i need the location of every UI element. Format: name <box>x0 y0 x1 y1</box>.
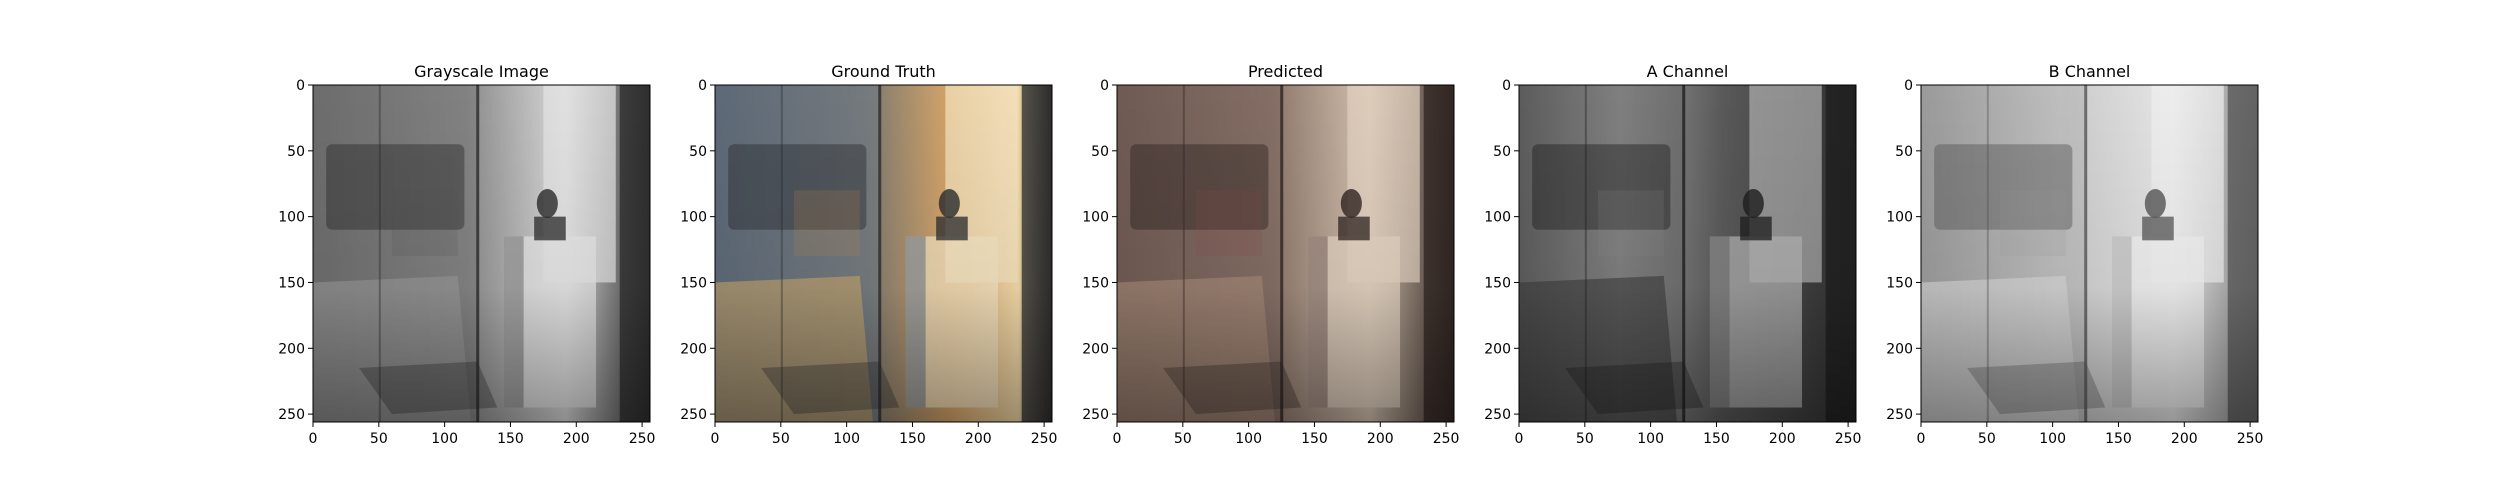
x-tick-label: 50 <box>1978 431 1996 447</box>
image-area <box>1921 85 2258 422</box>
x-tick-label: 0 <box>309 431 318 447</box>
x-tick-label: 150 <box>497 431 524 447</box>
axes-frame <box>1920 84 2259 423</box>
axes-frame <box>714 84 1053 423</box>
x-tick-label: 0 <box>1515 431 1524 447</box>
y-tick-label: 250 <box>680 407 707 423</box>
x-tick-label: 150 <box>899 431 926 447</box>
y-tick-label: 50 <box>689 144 707 160</box>
x-tick-label: 200 <box>2171 431 2198 447</box>
axes-frame <box>1518 84 1857 423</box>
image-area <box>1519 85 1856 422</box>
y-tick-label: 0 <box>1904 78 1913 94</box>
y-tick-label: 250 <box>1886 407 1913 423</box>
y-tick-label: 100 <box>680 210 707 226</box>
subplot-title: Predicted <box>1248 62 1323 81</box>
subplot-title: Grayscale Image <box>414 62 549 81</box>
y-tick-label: 0 <box>698 78 707 94</box>
subplot-title: Ground Truth <box>831 62 936 81</box>
x-tick-label: 150 <box>1703 431 1730 447</box>
image-area <box>1117 85 1454 422</box>
x-tick-label: 250 <box>1433 431 1460 447</box>
x-tick-label: 150 <box>1301 431 1328 447</box>
y-tick-label: 50 <box>1493 144 1511 160</box>
x-tick-label: 100 <box>2039 431 2066 447</box>
y-tick-label: 100 <box>1484 210 1511 226</box>
x-tick-label: 100 <box>431 431 458 447</box>
x-tick-label: 0 <box>1917 431 1926 447</box>
axes-frame <box>312 84 651 423</box>
image-area <box>313 85 650 422</box>
y-tick-label: 200 <box>1886 341 1913 357</box>
y-tick-label: 250 <box>278 407 305 423</box>
x-tick-label: 250 <box>1031 431 1058 447</box>
y-tick-label: 50 <box>1895 144 1913 160</box>
x-tick-label: 50 <box>772 431 790 447</box>
y-tick-label: 150 <box>278 275 305 291</box>
y-tick-label: 0 <box>1100 78 1109 94</box>
y-tick-label: 100 <box>1082 210 1109 226</box>
x-tick-label: 50 <box>1576 431 1594 447</box>
y-tick-label: 200 <box>1484 341 1511 357</box>
y-tick-label: 0 <box>1502 78 1511 94</box>
y-tick-label: 50 <box>1091 144 1109 160</box>
subplot-title: B Channel <box>2049 62 2131 81</box>
y-tick-label: 200 <box>680 341 707 357</box>
y-tick-label: 250 <box>1484 407 1511 423</box>
y-tick-label: 150 <box>1886 275 1913 291</box>
x-tick-label: 250 <box>2237 431 2264 447</box>
x-tick-label: 100 <box>833 431 860 447</box>
y-tick-label: 150 <box>1484 275 1511 291</box>
x-tick-label: 50 <box>1174 431 1192 447</box>
y-tick-label: 150 <box>680 275 707 291</box>
x-tick-label: 100 <box>1235 431 1262 447</box>
image-area <box>715 85 1052 422</box>
subplot-title: A Channel <box>1647 62 1729 81</box>
x-tick-label: 250 <box>1835 431 1862 447</box>
y-tick-label: 100 <box>278 210 305 226</box>
axes-frame <box>1116 84 1455 423</box>
x-tick-label: 50 <box>370 431 388 447</box>
x-tick-label: 100 <box>1637 431 1664 447</box>
y-tick-label: 200 <box>1082 341 1109 357</box>
x-tick-label: 150 <box>2105 431 2132 447</box>
y-tick-label: 100 <box>1886 210 1913 226</box>
x-tick-label: 200 <box>563 431 590 447</box>
y-tick-label: 250 <box>1082 407 1109 423</box>
y-tick-label: 150 <box>1082 275 1109 291</box>
x-tick-label: 200 <box>1769 431 1796 447</box>
y-tick-label: 50 <box>287 144 305 160</box>
x-tick-label: 250 <box>629 431 656 447</box>
x-tick-label: 200 <box>965 431 992 447</box>
x-tick-label: 0 <box>711 431 720 447</box>
y-tick-label: 0 <box>296 78 305 94</box>
x-tick-label: 0 <box>1113 431 1122 447</box>
y-tick-label: 200 <box>278 341 305 357</box>
x-tick-label: 200 <box>1367 431 1394 447</box>
